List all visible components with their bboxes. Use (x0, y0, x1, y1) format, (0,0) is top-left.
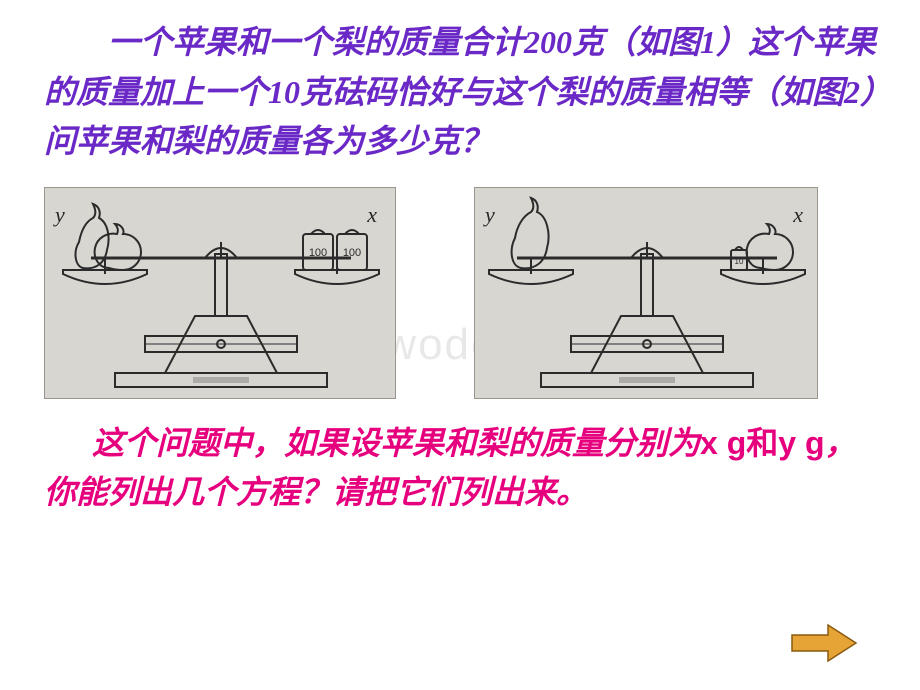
prompt-text: 这个问题中，如果设苹果和梨的质量分别为x g和y g，你能列出几个方程？请把它们… (0, 399, 920, 518)
figure-2: y x (474, 187, 818, 399)
svg-text:100: 100 (343, 247, 361, 259)
prompt-prefix: 这个问题中，如果设苹果和梨的质量分别为 (92, 425, 700, 461)
prompt-vars: x g和y g (700, 425, 824, 461)
fig1-x-label: x (367, 202, 377, 228)
fig1-y-label: y (55, 202, 65, 228)
problem-body: 一个苹果和一个梨的质量合计200克（如图1）这个苹果的质量加上一个10克砝码恰好… (44, 24, 876, 159)
problem-text: 一个苹果和一个梨的质量合计200克（如图1）这个苹果的质量加上一个10克砝码恰好… (0, 0, 920, 167)
arrow-icon (792, 625, 856, 661)
figure-1: y x (44, 187, 396, 399)
balance-scale-2: 10 (475, 188, 819, 400)
next-arrow[interactable] (788, 621, 860, 670)
weight-100-left: 100 (303, 230, 333, 270)
figures-row: y x (0, 167, 920, 399)
svg-text:10: 10 (735, 257, 744, 266)
fig2-x-label: x (793, 202, 803, 228)
weight-100-right: 100 (337, 230, 367, 270)
balance-scale-1: 100 100 (45, 188, 397, 400)
svg-text:100: 100 (309, 247, 327, 259)
fig2-y-label: y (485, 202, 495, 228)
